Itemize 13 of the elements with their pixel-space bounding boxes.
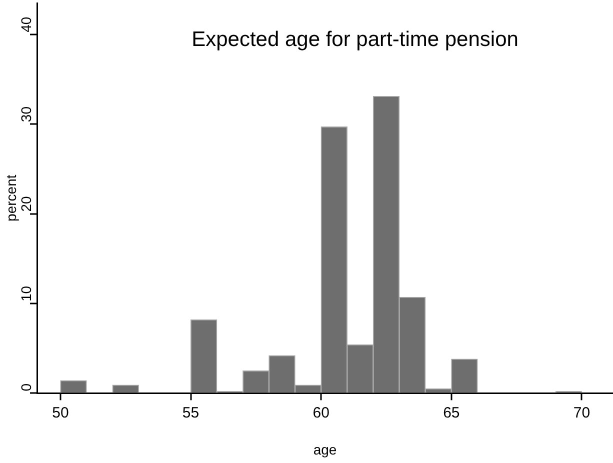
y-tick-label: 20 bbox=[18, 196, 34, 212]
y-tick-label: 30 bbox=[18, 106, 34, 122]
y-axis-title: percent bbox=[2, 174, 19, 222]
y-tick-label: 0 bbox=[18, 383, 34, 392]
x-tick-label: 50 bbox=[52, 404, 69, 422]
x-tick-label: 55 bbox=[182, 404, 200, 422]
x-tick-label: 60 bbox=[312, 404, 330, 422]
x-axis-title: age bbox=[313, 441, 337, 458]
x-tick-label: 65 bbox=[443, 404, 460, 422]
x-tick-label: 70 bbox=[573, 404, 590, 422]
y-tick-label: 40 bbox=[18, 16, 34, 32]
text: Expected age for part-time pension bbox=[192, 28, 518, 51]
y-tick-label: 10 bbox=[18, 286, 34, 302]
